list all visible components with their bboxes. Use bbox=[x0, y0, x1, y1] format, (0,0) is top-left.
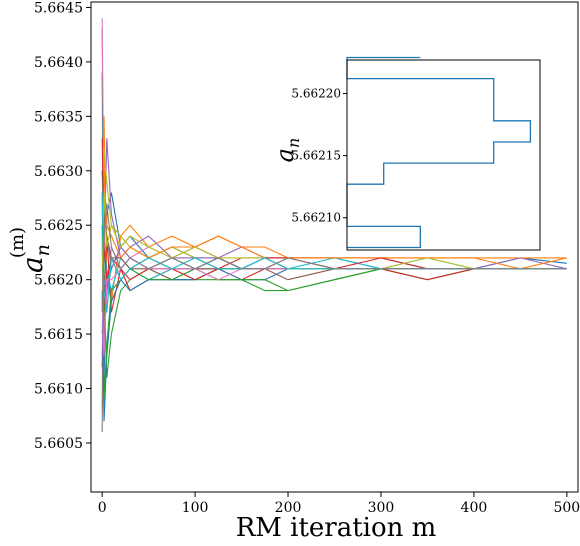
inset-y-tick-label: 5.66210 bbox=[291, 211, 341, 225]
y-axis-label-sup: (m) bbox=[7, 227, 28, 258]
x-tick-label: 300 bbox=[368, 500, 395, 516]
y-axis-label-base: a bbox=[16, 256, 49, 273]
y-tick-label: 5.6625 bbox=[34, 218, 83, 234]
series-line-11 bbox=[101, 268, 567, 422]
series-line-17 bbox=[101, 257, 567, 356]
inset-y-axis-ticks: 5.66210 5.66215 5.66220 bbox=[291, 87, 347, 225]
y-tick-label: 5.6610 bbox=[34, 382, 83, 398]
y-tick-label: 5.6640 bbox=[34, 55, 83, 71]
main-plot: 5.6605 5.6610 5.6615 5.6620 5.6625 5.6630 5.66… bbox=[7, 0, 580, 543]
series-line-4 bbox=[101, 236, 567, 367]
y-tick-label: 5.6620 bbox=[34, 273, 83, 289]
histogram-step-line bbox=[346, 56, 532, 249]
y-tick-label: 5.6605 bbox=[34, 436, 83, 452]
series-lines bbox=[101, 18, 567, 433]
x-axis-ticks: 0 100 200 300 400 500 bbox=[98, 492, 580, 516]
x-tick-label: 400 bbox=[461, 500, 488, 516]
y-axis-label: an (m) bbox=[7, 227, 54, 273]
inset-frame bbox=[346, 59, 541, 251]
y-tick-label: 5.6645 bbox=[34, 0, 83, 16]
x-tick-label: 100 bbox=[182, 500, 209, 516]
inset-background bbox=[347, 60, 540, 250]
y-axis-ticks: 5.6605 5.6610 5.6615 5.6620 5.6625 5.6630 5.66… bbox=[34, 0, 91, 452]
y-axis-label-sub: n bbox=[32, 244, 54, 256]
x-tick-label: 200 bbox=[275, 500, 302, 516]
inset-y-axis-label: an bbox=[271, 138, 303, 163]
y-tick-label: 5.6630 bbox=[34, 164, 83, 180]
series-line-20 bbox=[101, 203, 567, 313]
x-tick-label: 0 bbox=[98, 500, 107, 516]
inset-y-tick-label: 5.66220 bbox=[291, 87, 341, 101]
series-line-10 bbox=[101, 246, 567, 335]
inset-y-axis-label-sub: n bbox=[284, 138, 303, 148]
x-tick-label: 500 bbox=[553, 500, 580, 516]
y-tick-label: 5.6615 bbox=[34, 327, 83, 343]
main-plot-frame bbox=[90, 1, 579, 493]
series-line-13 bbox=[101, 225, 567, 400]
inset-y-axis-label-base: a bbox=[271, 148, 299, 162]
y-tick-label: 5.6635 bbox=[34, 109, 83, 125]
inset-y-tick-label: 5.66215 bbox=[291, 149, 341, 163]
x-axis-label: RM iteration m bbox=[236, 513, 437, 543]
inset-histogram: 5.66210 5.66215 5.66220 an bbox=[271, 56, 541, 251]
